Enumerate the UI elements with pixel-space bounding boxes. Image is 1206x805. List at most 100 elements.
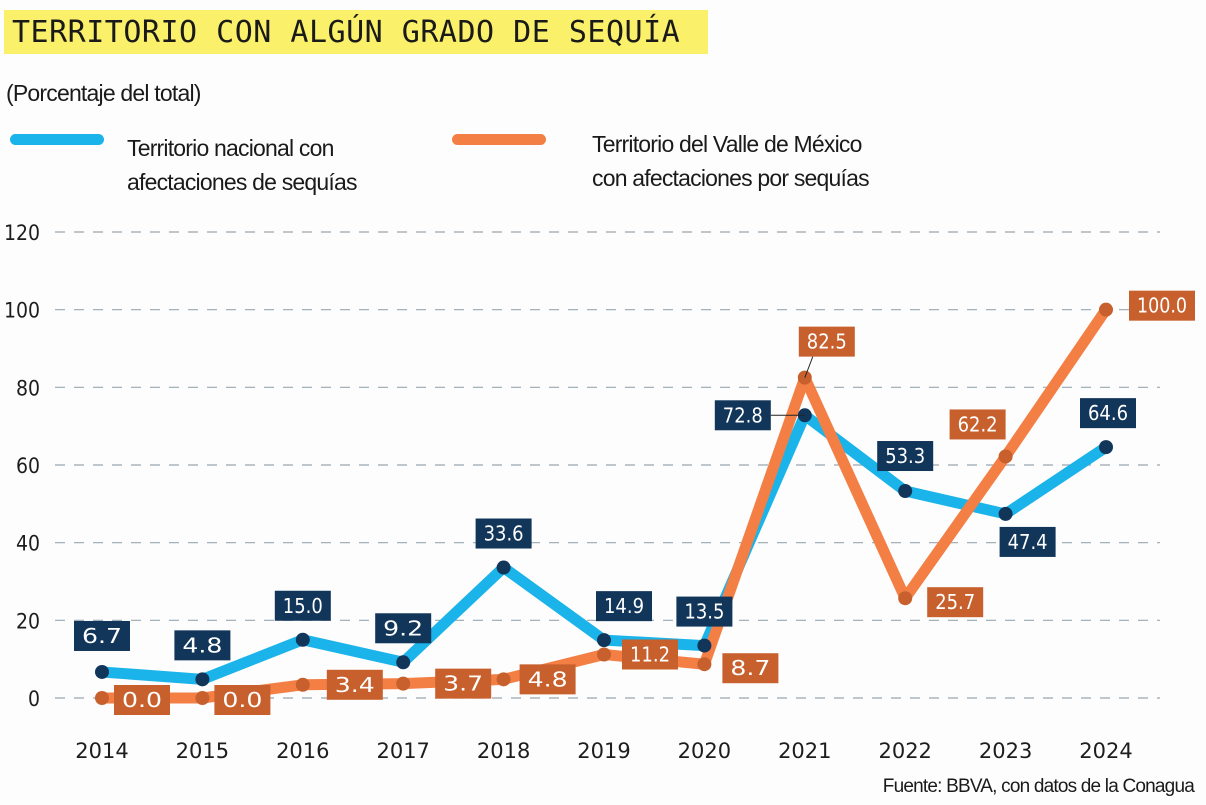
x-tick-label: 2015: [176, 739, 229, 763]
data-label-text: 33.6: [484, 522, 524, 546]
data-label-box: [798, 326, 855, 357]
data-point-valle: [998, 449, 1013, 464]
legend-swatch-national: [10, 134, 104, 145]
data-label-national: 33.6: [475, 518, 532, 549]
legend-label-national: Territorio nacional con afectaciones de …: [127, 131, 357, 199]
x-tick-label: 2016: [276, 739, 329, 763]
series-points: [95, 302, 1113, 705]
data-label-text: 11.2: [630, 643, 670, 667]
data-point-valle: [1099, 302, 1113, 317]
data-label-national: 4.8: [174, 630, 231, 661]
data-label-text: 0.0: [122, 688, 162, 712]
data-label-national: 15.0: [274, 590, 331, 621]
y-axis-ticks: 0 20 40 60 80 100 120: [4, 221, 40, 711]
data-point-national: [1099, 440, 1113, 455]
data-label-text: 25.7: [935, 590, 975, 614]
data-label-text: 9.2: [383, 616, 423, 640]
data-label-valle: 3.7: [435, 668, 492, 699]
data-point-valle: [295, 677, 310, 692]
data-label-text: 14.9: [604, 594, 644, 618]
data-label-valle: 82.5: [798, 326, 855, 357]
data-point-national: [597, 633, 611, 648]
data-label-text: 13.5: [684, 600, 724, 624]
data-label-text: 72.8: [723, 403, 763, 427]
data-point-valle: [597, 647, 611, 662]
data-label-box: [114, 685, 170, 715]
data-label-box: [1129, 290, 1195, 321]
x-tick-label: 2024: [1079, 739, 1132, 763]
data-label-box: [74, 620, 130, 651]
chart-subtitle: (Porcentaje del total): [6, 80, 201, 106]
data-label-box: [722, 653, 779, 684]
x-tick-label: 2020: [678, 739, 731, 763]
data-label-national: 14.9: [596, 591, 652, 622]
data-label-text: 15.0: [283, 594, 323, 618]
chart-title: TERRITORIO CON ALGÚN GRADO DE SEQUÍA: [4, 10, 708, 54]
data-point-national: [195, 672, 210, 687]
data-label-national: 13.5: [676, 596, 733, 627]
data-point-valle: [195, 691, 210, 705]
data-point-national: [697, 638, 712, 653]
data-point-national: [396, 655, 411, 670]
data-label-box: [622, 639, 678, 670]
data-point-valle: [496, 672, 511, 687]
data-label-valle: 4.8: [519, 664, 576, 695]
legend-swatch-valle: [452, 134, 546, 145]
data-label-box: [375, 613, 432, 644]
legend-label-national-line1: Territorio nacional con: [127, 135, 334, 161]
data-label-text: 82.5: [807, 330, 847, 354]
x-tick-label: 2019: [577, 739, 630, 763]
data-label-text: 62.2: [958, 412, 998, 436]
data-point-valle: [697, 657, 712, 672]
data-label-text: 4.8: [182, 633, 222, 657]
data-label-valle: 25.7: [927, 587, 984, 618]
data-label-text: 4.8: [528, 667, 568, 691]
data-label-national: 9.2: [375, 613, 432, 644]
data-label-text: 53.3: [885, 444, 925, 468]
data-point-national: [95, 664, 109, 679]
data-label-valle: 3.4: [326, 669, 383, 700]
data-label-box: [174, 630, 231, 661]
data-label-text: 8.7: [730, 656, 770, 680]
data-label-national: 64.6: [1080, 398, 1136, 429]
data-label-box: [714, 400, 771, 431]
data-label-box: [326, 669, 383, 700]
data-point-national: [496, 560, 511, 575]
legend-label-national-line2: afectaciones de sequías: [127, 169, 357, 195]
data-label-national: 53.3: [877, 441, 934, 472]
data-label-valle: 100.0: [1129, 290, 1195, 321]
data-label-box: [877, 441, 934, 472]
data-label-national: 72.8: [714, 400, 771, 431]
x-tick-label: 2021: [778, 739, 831, 763]
data-label-box: [475, 518, 532, 549]
data-label-valle: 11.2: [622, 639, 678, 670]
y-tick-label: 80: [16, 376, 40, 400]
data-label-text: 100.0: [1137, 294, 1187, 318]
data-label-box: [519, 664, 576, 695]
data-label-box: [596, 591, 652, 622]
data-label-text: 6.7: [82, 624, 122, 648]
data-label-valle: 8.7: [722, 653, 779, 684]
data-label-box: [999, 526, 1056, 557]
data-label-text: 47.4: [1008, 530, 1048, 554]
y-tick-label: 20: [16, 609, 40, 633]
x-tick-label: 2018: [477, 739, 530, 763]
data-label-box: [1080, 398, 1136, 429]
data-point-valle: [95, 691, 109, 705]
legend-label-valle-line1: Territorio del Valle de México: [592, 131, 862, 157]
data-point-national: [295, 632, 310, 647]
data-label-national: 47.4: [999, 526, 1056, 557]
x-axis-ticks: 2014 2015 2016 2017 2018 2019 2020 2021 2022 2023…: [75, 739, 1132, 763]
y-tick-label: 0: [28, 687, 40, 711]
data-label-text: 3.7: [443, 672, 483, 696]
data-label-text: 64.6: [1088, 401, 1128, 425]
legend-label-valle-line2: con afectaciones por sequías: [592, 165, 870, 191]
data-point-valle: [898, 591, 913, 606]
x-tick-label: 2014: [75, 739, 128, 763]
legend-label-valle: Territorio del Valle de México con afect…: [592, 127, 870, 195]
x-tick-label: 2023: [979, 739, 1032, 763]
data-label-box: [927, 587, 984, 618]
data-label-box: [214, 685, 271, 715]
data-label-national: 6.7: [74, 620, 130, 651]
